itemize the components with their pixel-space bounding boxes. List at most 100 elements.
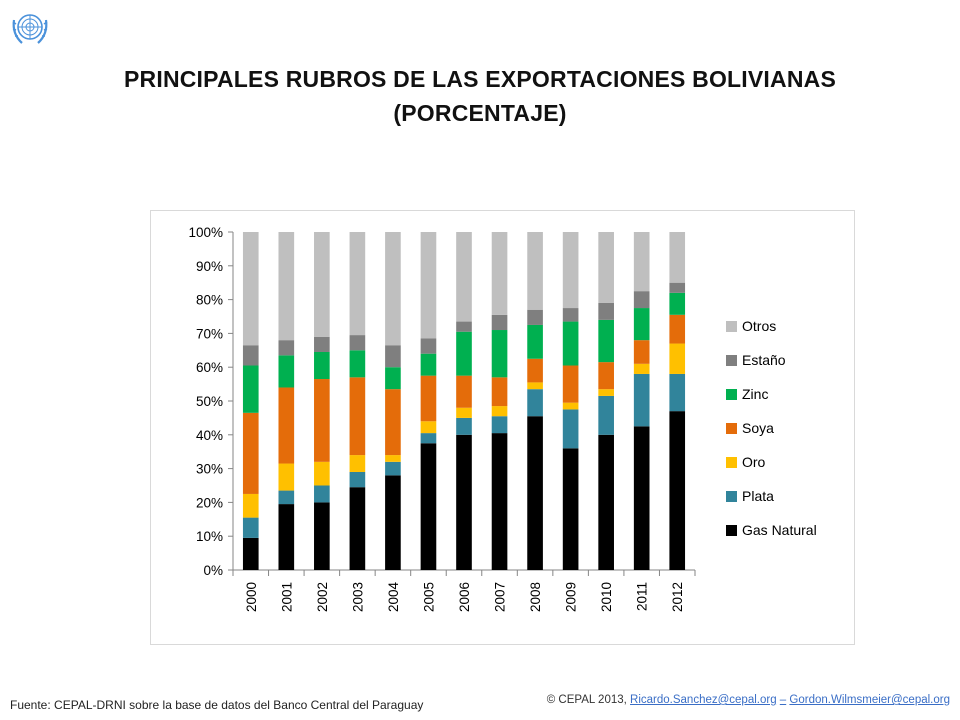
legend-swatch xyxy=(726,389,737,400)
bar-segment xyxy=(278,232,295,341)
bar-segment xyxy=(314,502,330,570)
bar-segment xyxy=(349,471,366,488)
email-link-wilmsmeier[interactable]: Gordon.Wilmsmeier@cepal.org xyxy=(789,694,950,706)
bar-segment xyxy=(491,377,508,407)
y-tick-label: 80% xyxy=(196,293,223,308)
legend-label: Estaño xyxy=(742,352,786,368)
bar-segment xyxy=(633,232,650,292)
bar-segment xyxy=(456,331,472,376)
bar-segment xyxy=(598,362,614,390)
legend-label: Otros xyxy=(742,318,776,334)
source-note: Fuente: CEPAL-DRNI sobre la base de dato… xyxy=(10,698,423,712)
bar-segment xyxy=(633,340,650,364)
legend-label: Plata xyxy=(742,488,774,504)
un-emblem-icon xyxy=(12,14,48,44)
bar-segment xyxy=(420,232,437,339)
bar-segment xyxy=(633,426,650,570)
bar-segment xyxy=(562,365,579,403)
y-tick-label: 20% xyxy=(196,495,223,510)
bar-segment xyxy=(562,402,579,410)
bar-segment xyxy=(562,308,579,322)
copyright-text: © CEPAL 2013, xyxy=(546,694,627,706)
bar-segment xyxy=(242,412,259,494)
bar-segment xyxy=(385,461,401,476)
legend-label: Zinc xyxy=(742,386,768,402)
x-tick-label: 2011 xyxy=(635,582,650,611)
x-tick-label: 2008 xyxy=(528,582,543,612)
bar-segment xyxy=(562,321,579,366)
bar-segment xyxy=(669,343,686,374)
bar-segment xyxy=(278,504,295,570)
y-tick-label: 0% xyxy=(203,563,223,578)
bar-segment xyxy=(456,417,472,435)
bar-segment xyxy=(598,434,614,570)
bar-segment xyxy=(669,292,686,315)
bar-segment xyxy=(385,345,401,368)
bar-segment xyxy=(669,282,686,293)
y-tick-label: 50% xyxy=(196,394,223,409)
bar-segment xyxy=(598,319,614,363)
bar-segment xyxy=(598,232,614,303)
bar-segment xyxy=(491,314,508,331)
x-tick-label: 2000 xyxy=(244,582,259,612)
x-tick-label: 2003 xyxy=(350,582,365,612)
email-separator[interactable]: – xyxy=(779,694,787,706)
bar-segment xyxy=(669,411,686,570)
x-tick-label: 2009 xyxy=(564,582,579,612)
bar-segment xyxy=(669,373,686,412)
chart-title-line2: (PORCENTAJE) xyxy=(393,100,567,126)
bar-segment xyxy=(491,330,508,378)
y-tick-label: 90% xyxy=(196,259,223,274)
bar-segment xyxy=(598,302,614,320)
bar-segment xyxy=(242,517,259,538)
legend-swatch xyxy=(726,457,737,468)
bar-segment xyxy=(278,463,295,491)
chart-title-line1: PRINCIPALES RUBROS DE LAS EXPORTACIONES … xyxy=(124,66,836,92)
bar-segment xyxy=(314,232,330,337)
bar-segment xyxy=(349,455,366,472)
bar-segment xyxy=(349,335,366,351)
x-tick-label: 2006 xyxy=(457,582,472,612)
y-tick-label: 60% xyxy=(196,360,223,375)
bar-segment xyxy=(527,389,543,417)
legend-label: Gas Natural xyxy=(742,522,817,538)
y-tick-label: 40% xyxy=(196,428,223,443)
bar-segment xyxy=(278,340,295,356)
bar-segment xyxy=(242,493,259,518)
email-link-sanchez[interactable]: Ricardo.Sanchez@cepal.org xyxy=(630,694,777,706)
bar-segment xyxy=(598,395,614,435)
x-tick-label: 2005 xyxy=(421,582,436,612)
x-tick-label: 2007 xyxy=(493,582,508,612)
bar-segment xyxy=(314,351,330,380)
bar-segment xyxy=(527,232,543,310)
legend-swatch xyxy=(726,355,737,366)
bar-segment xyxy=(456,434,472,570)
x-tick-label: 2001 xyxy=(279,582,294,612)
bar-segment xyxy=(385,232,401,346)
bar-segment xyxy=(420,443,437,570)
bar-segment xyxy=(314,485,330,503)
bar-segment xyxy=(242,232,259,346)
legend-swatch xyxy=(726,491,737,502)
bar-segment xyxy=(562,232,579,309)
bar-segment xyxy=(385,475,401,570)
legend-swatch xyxy=(726,525,737,536)
x-tick-label: 2004 xyxy=(386,582,401,613)
bar-segment xyxy=(278,490,295,505)
bar-segment xyxy=(278,355,295,388)
credit-line: © CEPAL 2013, Ricardo.Sanchez@cepal.org … xyxy=(547,694,950,706)
bar-segment xyxy=(349,232,366,336)
bar-segment xyxy=(242,345,259,366)
bar-segment xyxy=(420,421,437,434)
bar-segment xyxy=(420,433,437,444)
y-tick-label: 30% xyxy=(196,462,223,477)
bar-segment xyxy=(669,314,686,344)
bar-segment xyxy=(242,537,259,570)
y-tick-label: 100% xyxy=(188,225,223,240)
bar-segment xyxy=(385,367,401,390)
bar-segment xyxy=(278,387,295,464)
bar-segment xyxy=(598,389,614,396)
bar-segment xyxy=(669,232,686,283)
source-label: Fuente: xyxy=(10,698,51,712)
bar-segment xyxy=(491,433,508,570)
